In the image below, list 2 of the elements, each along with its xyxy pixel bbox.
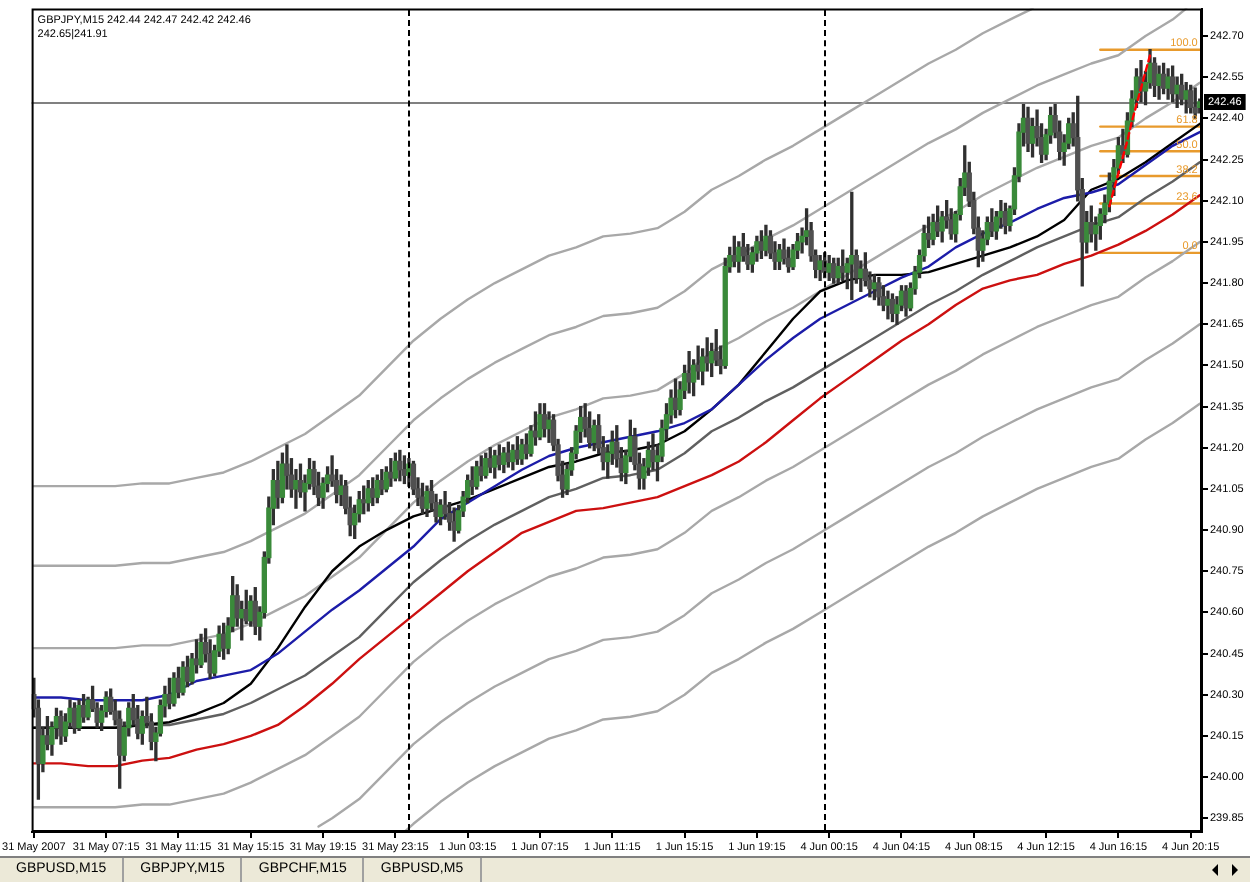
candlestick: [388, 458, 394, 487]
candlestick: [686, 351, 692, 394]
